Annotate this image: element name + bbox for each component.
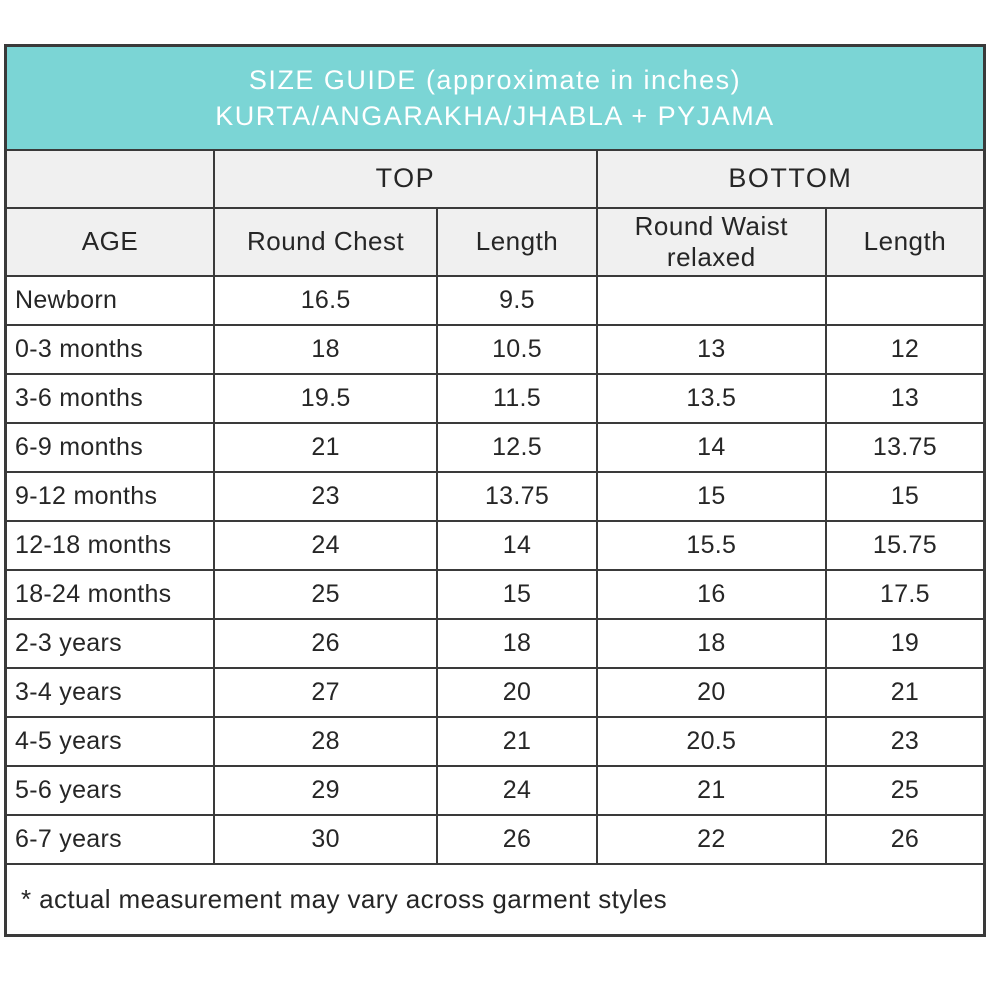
bottom-length-cell: 26 — [824, 813, 986, 865]
top-length-cell: 26 — [436, 813, 598, 865]
round-chest-cell: 21 — [213, 421, 439, 473]
bottom-length-cell: 12 — [824, 323, 986, 375]
round-waist-cell: 20.5 — [595, 715, 827, 767]
round-chest-cell: 19.5 — [213, 372, 439, 424]
age-cell: 3-6 months — [4, 372, 216, 424]
age-cell: 3-4 years — [4, 666, 216, 718]
age-cell: 6-9 months — [4, 421, 216, 473]
top-length-cell: 21 — [436, 715, 598, 767]
footnote-text: * actual measurement may vary across gar… — [4, 862, 986, 937]
bottom-length-cell: 15 — [824, 470, 986, 522]
table-row: 0-3 months 18 10.5 13 12 — [4, 323, 986, 375]
bottom-length-cell: 19 — [824, 617, 986, 669]
top-length-cell: 11.5 — [436, 372, 598, 424]
round-waist-cell: 20 — [595, 666, 827, 718]
round-chest-cell: 26 — [213, 617, 439, 669]
table-title-line1: SIZE GUIDE (approximate in inches) — [248, 64, 742, 95]
age-cell: 9-12 months — [4, 470, 216, 522]
top-length-cell: 13.75 — [436, 470, 598, 522]
size-guide-footer: * actual measurement may vary across gar… — [4, 862, 986, 937]
round-waist-cell: 21 — [595, 764, 827, 816]
column-header-round-chest: Round Chest — [213, 206, 439, 277]
column-header-top-length: Length — [436, 206, 598, 277]
bottom-length-cell: 21 — [824, 666, 986, 718]
round-waist-cell: 15.5 — [595, 519, 827, 571]
round-chest-cell: 28 — [213, 715, 439, 767]
top-length-cell: 24 — [436, 764, 598, 816]
round-waist-cell: 16 — [595, 568, 827, 620]
table-title: SIZE GUIDE (approximate in inches) KURTA… — [4, 44, 986, 151]
table-row: 2-3 years 26 18 18 19 — [4, 617, 986, 669]
bottom-length-cell: 15.75 — [824, 519, 986, 571]
table-row: 6-9 months 21 12.5 14 13.75 — [4, 421, 986, 473]
bottom-length-cell: 13.75 — [824, 421, 986, 473]
round-chest-cell: 24 — [213, 519, 439, 571]
round-chest-cell: 30 — [213, 813, 439, 865]
bottom-length-cell: 17.5 — [824, 568, 986, 620]
table-row: Newborn 16.5 9.5 — [4, 274, 986, 326]
round-waist-cell: 15 — [595, 470, 827, 522]
round-chest-cell: 18 — [213, 323, 439, 375]
round-waist-cell: 13.5 — [595, 372, 827, 424]
age-cell: 0-3 months — [4, 323, 216, 375]
round-waist-cell: 22 — [595, 813, 827, 865]
top-length-cell: 14 — [436, 519, 598, 571]
footnote-row: * actual measurement may vary across gar… — [4, 862, 986, 937]
bottom-length-cell: 23 — [824, 715, 986, 767]
bottom-length-cell — [824, 274, 986, 326]
table-row: 4-5 years 28 21 20.5 23 — [4, 715, 986, 767]
table-row: 6-7 years 30 26 22 26 — [4, 813, 986, 865]
table-row: 18-24 months 25 15 16 17.5 — [4, 568, 986, 620]
column-header-row: AGE Round Chest Length Round Waist relax… — [4, 206, 986, 277]
group-header-spacer — [4, 148, 216, 209]
age-cell: Newborn — [4, 274, 216, 326]
bottom-length-cell: 13 — [824, 372, 986, 424]
title-row: SIZE GUIDE (approximate in inches) KURTA… — [4, 44, 986, 151]
bottom-length-cell: 25 — [824, 764, 986, 816]
size-guide-table: SIZE GUIDE (approximate in inches) KURTA… — [4, 44, 986, 937]
age-cell: 4-5 years — [4, 715, 216, 767]
table-row: 9-12 months 23 13.75 15 15 — [4, 470, 986, 522]
round-chest-cell: 16.5 — [213, 274, 439, 326]
age-cell: 12-18 months — [4, 519, 216, 571]
column-header-age: AGE — [4, 206, 216, 277]
round-chest-cell: 29 — [213, 764, 439, 816]
group-header-top: TOP — [213, 148, 598, 209]
table-row: 3-4 years 27 20 20 21 — [4, 666, 986, 718]
age-cell: 18-24 months — [4, 568, 216, 620]
age-cell: 6-7 years — [4, 813, 216, 865]
round-chest-cell: 25 — [213, 568, 439, 620]
table-title-line2: KURTA/ANGARAKHA/JHABLA + PYJAMA — [215, 100, 775, 131]
group-header-row: TOP BOTTOM — [4, 148, 986, 209]
top-length-cell: 10.5 — [436, 323, 598, 375]
column-header-round-waist: Round Waist relaxed — [595, 206, 827, 277]
age-cell: 5-6 years — [4, 764, 216, 816]
round-waist-cell: 14 — [595, 421, 827, 473]
size-table-body: Newborn 16.5 9.5 0-3 months 18 10.5 13 12 3-6 mo… — [4, 274, 986, 865]
top-length-cell: 20 — [436, 666, 598, 718]
table-row: 12-18 months 24 14 15.5 15.75 — [4, 519, 986, 571]
table-row: 3-6 months 19.5 11.5 13.5 13 — [4, 372, 986, 424]
group-header-bottom: BOTTOM — [595, 148, 986, 209]
top-length-cell: 12.5 — [436, 421, 598, 473]
round-chest-cell: 23 — [213, 470, 439, 522]
table-row: 5-6 years 29 24 21 25 — [4, 764, 986, 816]
top-length-cell: 9.5 — [436, 274, 598, 326]
top-length-cell: 18 — [436, 617, 598, 669]
age-cell: 2-3 years — [4, 617, 216, 669]
round-waist-cell: 13 — [595, 323, 827, 375]
round-waist-cell: 18 — [595, 617, 827, 669]
round-chest-cell: 27 — [213, 666, 439, 718]
size-guide-header: SIZE GUIDE (approximate in inches) KURTA… — [4, 44, 986, 277]
round-waist-cell — [595, 274, 827, 326]
column-header-bottom-length: Length — [824, 206, 986, 277]
top-length-cell: 15 — [436, 568, 598, 620]
